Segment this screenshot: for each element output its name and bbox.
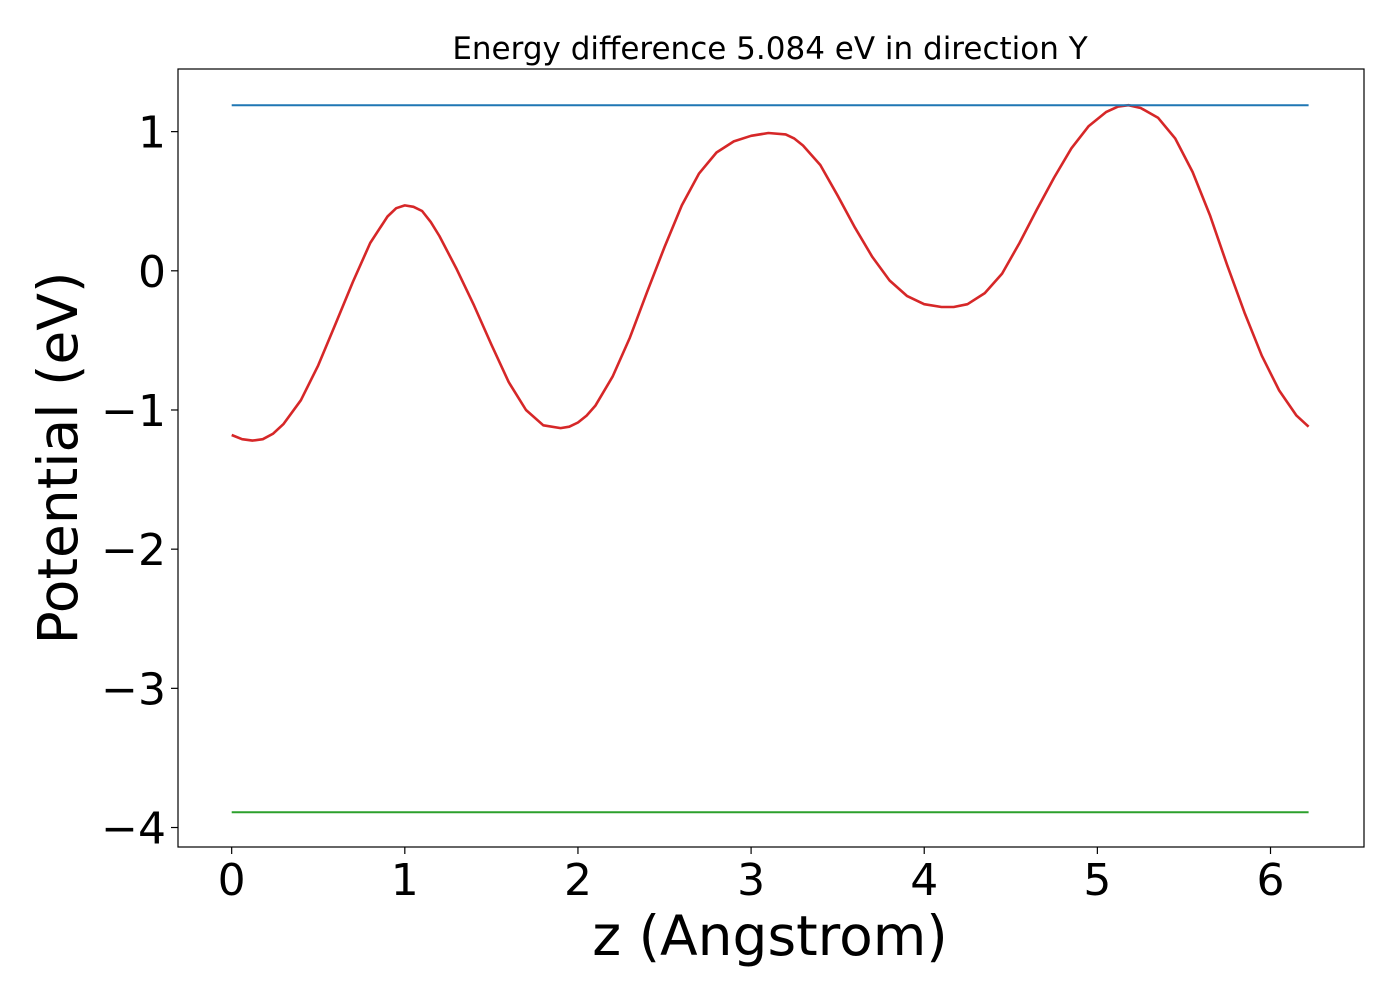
x-tick-label: 3 — [737, 855, 765, 906]
x-axis-ticks: 0 1 2 3 4 5 6 — [218, 847, 1285, 906]
x-axis-label: z (Angstrom) — [592, 904, 948, 968]
chart-title: Energy difference 5.084 eV in direction … — [452, 31, 1087, 67]
plot-area-frame — [177, 68, 1365, 848]
y-tick-label: −1 — [101, 386, 166, 437]
x-tick-label: 1 — [391, 855, 419, 906]
y-tick-label: −4 — [101, 804, 166, 855]
series-layer — [231, 103, 1310, 814]
y-tick-label: −3 — [101, 664, 166, 715]
y-axis-label: Potential (eV) — [26, 272, 90, 645]
x-tick-label: 5 — [1083, 855, 1111, 906]
y-tick-label: 0 — [138, 247, 166, 298]
y-tick-label: 1 — [138, 108, 166, 159]
y-axis-ticks: 1 0 −1 −2 −3 −4 — [101, 108, 178, 855]
series-line-1 — [231, 103, 1310, 442]
x-tick-label: 6 — [1257, 855, 1285, 906]
x-tick-label: 0 — [218, 855, 246, 906]
x-tick-label: 4 — [910, 855, 938, 906]
x-tick-label: 2 — [564, 855, 592, 906]
y-tick-label: −2 — [101, 525, 166, 576]
